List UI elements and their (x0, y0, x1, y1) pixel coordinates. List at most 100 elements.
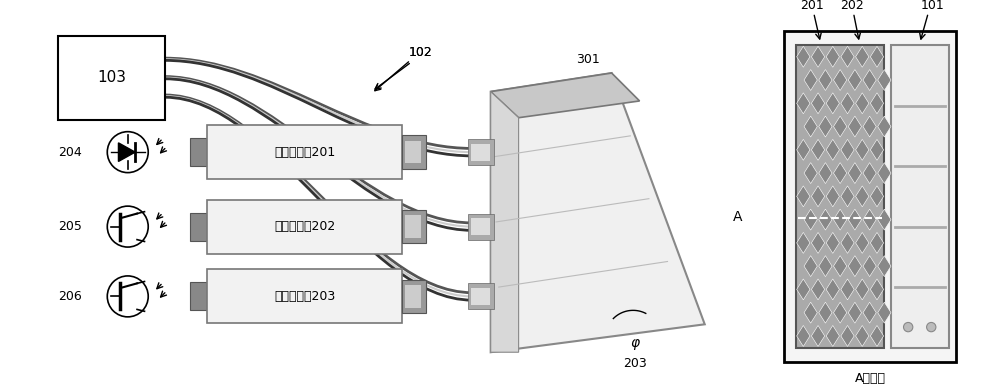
Circle shape (107, 132, 148, 172)
Polygon shape (834, 302, 847, 323)
Polygon shape (811, 46, 825, 67)
Bar (796, 45, 884, 348)
Polygon shape (811, 139, 825, 160)
Polygon shape (819, 70, 832, 90)
Polygon shape (826, 186, 839, 207)
Polygon shape (491, 73, 640, 118)
Polygon shape (491, 73, 705, 352)
Polygon shape (811, 93, 825, 114)
Polygon shape (811, 279, 825, 300)
Polygon shape (804, 162, 817, 184)
Bar (58, 36, 165, 120)
Polygon shape (841, 186, 854, 207)
Polygon shape (870, 93, 884, 114)
Polygon shape (848, 116, 862, 137)
Circle shape (927, 323, 936, 332)
Polygon shape (870, 233, 884, 253)
Polygon shape (819, 302, 832, 323)
Polygon shape (856, 325, 869, 346)
Text: 102: 102 (409, 46, 433, 59)
Polygon shape (834, 256, 847, 276)
Text: A向视图: A向视图 (854, 372, 885, 385)
Polygon shape (797, 46, 810, 67)
Polygon shape (834, 162, 847, 184)
Text: 206: 206 (58, 290, 82, 303)
Text: 301: 301 (577, 53, 600, 65)
Text: A: A (733, 210, 742, 224)
Bar (207, 125, 402, 179)
Text: 205: 205 (58, 220, 82, 233)
Polygon shape (856, 139, 869, 160)
Text: 204: 204 (58, 146, 82, 159)
Bar (405, 285, 421, 308)
Text: 接收光纤束202: 接收光纤束202 (274, 220, 335, 233)
Polygon shape (804, 302, 817, 323)
Polygon shape (118, 143, 135, 161)
Polygon shape (841, 93, 854, 114)
Polygon shape (863, 209, 876, 230)
Bar (468, 139, 494, 165)
Polygon shape (819, 209, 832, 230)
Polygon shape (863, 116, 876, 137)
Polygon shape (878, 116, 891, 137)
Polygon shape (797, 186, 810, 207)
Bar (190, 213, 207, 241)
Polygon shape (856, 46, 869, 67)
Bar (891, 45, 949, 348)
Polygon shape (848, 302, 862, 323)
Bar (190, 283, 207, 310)
Polygon shape (856, 186, 869, 207)
Polygon shape (848, 70, 862, 90)
Polygon shape (878, 256, 891, 276)
Text: 102: 102 (409, 46, 433, 59)
Polygon shape (856, 93, 869, 114)
Polygon shape (797, 279, 810, 300)
Polygon shape (870, 325, 884, 346)
Bar (402, 210, 426, 243)
Text: 接收光纤束203: 接收光纤束203 (274, 290, 335, 303)
Text: 201: 201 (800, 0, 824, 12)
Bar (468, 283, 494, 310)
Bar (784, 31, 956, 362)
Polygon shape (819, 162, 832, 184)
Polygon shape (804, 256, 817, 276)
Polygon shape (863, 256, 876, 276)
Polygon shape (834, 70, 847, 90)
Polygon shape (826, 139, 839, 160)
Polygon shape (811, 233, 825, 253)
Polygon shape (797, 325, 810, 346)
Polygon shape (826, 325, 839, 346)
Bar (405, 216, 421, 238)
Bar (471, 288, 490, 305)
Polygon shape (841, 325, 854, 346)
Polygon shape (804, 70, 817, 90)
Polygon shape (878, 209, 891, 230)
Bar (402, 136, 426, 169)
Polygon shape (870, 139, 884, 160)
Polygon shape (834, 209, 847, 230)
Bar (471, 218, 490, 235)
Polygon shape (826, 279, 839, 300)
Polygon shape (863, 70, 876, 90)
Polygon shape (870, 46, 884, 67)
Polygon shape (834, 116, 847, 137)
Bar (468, 214, 494, 239)
Text: 202: 202 (840, 0, 864, 12)
Polygon shape (826, 233, 839, 253)
Polygon shape (878, 162, 891, 184)
Polygon shape (848, 162, 862, 184)
Bar (207, 199, 402, 254)
Circle shape (107, 206, 148, 247)
Polygon shape (491, 92, 519, 352)
Polygon shape (811, 186, 825, 207)
Polygon shape (870, 279, 884, 300)
Text: 发射光纤束201: 发射光纤束201 (274, 146, 335, 159)
Polygon shape (878, 70, 891, 90)
Text: 101: 101 (921, 0, 944, 12)
Polygon shape (863, 302, 876, 323)
Polygon shape (841, 46, 854, 67)
Polygon shape (797, 93, 810, 114)
Text: φ: φ (630, 336, 640, 350)
Bar (190, 138, 207, 166)
Polygon shape (826, 93, 839, 114)
